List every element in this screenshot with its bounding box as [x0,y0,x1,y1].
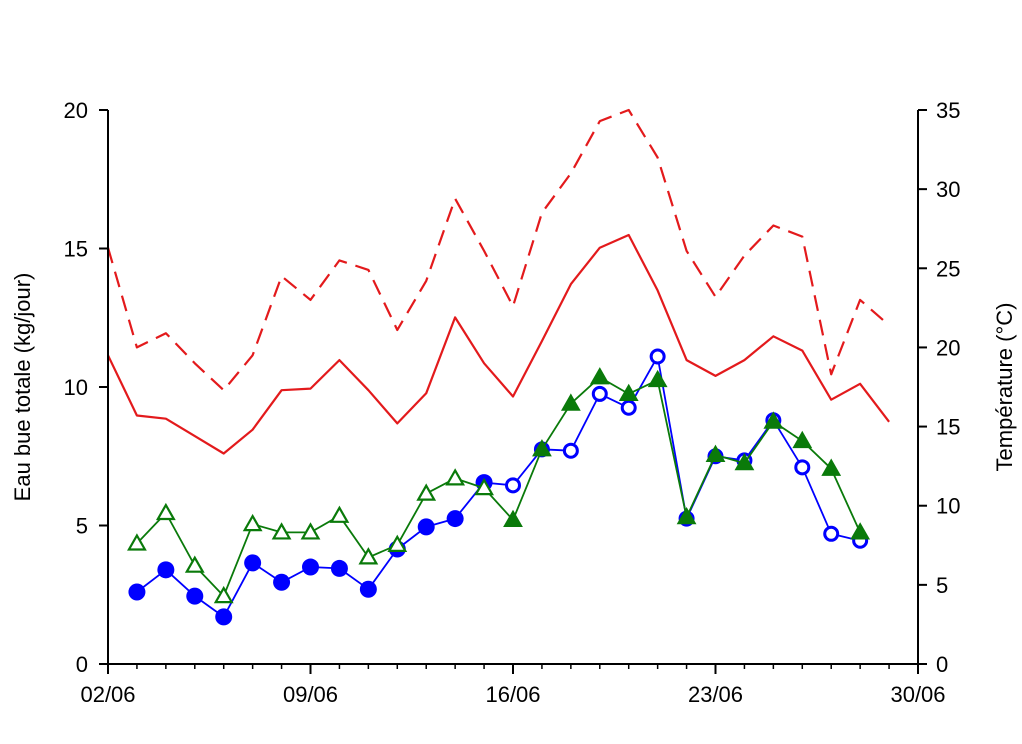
right-y-tick-label: 15 [936,415,960,440]
series-3-point [618,383,639,402]
left-y-tick-label: 10 [64,375,88,400]
right-y-tick-label: 30 [936,177,960,202]
series-3-point [127,533,147,551]
series-2-point [186,587,204,605]
series-2-line [136,355,861,618]
x-tick-label: 23/06 [688,682,743,707]
series-3-point [763,411,784,429]
left-y-axis-title: Eau bue totale (kg/jour) [10,273,35,502]
x-tick-label: 30/06 [890,682,945,707]
ticks-layer: 0 5 10 15 20 0 5 10 15 20 25 30 35 02/06 09/06 16/06 23/… [64,98,961,707]
left-y-tick-label: 20 [64,98,88,123]
series-3-point [329,505,350,523]
right-y-tick-label: 0 [936,652,948,677]
series-2-point [823,525,840,542]
series-2-point [446,510,464,528]
series-3-point [213,585,234,604]
series-3-point [821,458,842,476]
series-2-point [128,583,146,601]
series-3-point [387,534,408,552]
series-3-point [647,369,668,388]
series-3-point [358,547,379,565]
series-2-point [417,518,435,536]
left-y-tick-label: 5 [76,514,88,539]
right-y-tick-label: 25 [936,256,960,281]
series-2-point [157,561,175,579]
right-y-tick-label: 20 [936,335,960,360]
series-3-point [271,522,292,540]
series-3-point [300,522,321,540]
series-3-point [184,555,205,573]
right-y-axis-title: Température (°C) [992,303,1017,472]
series-3-point [155,502,176,521]
series-layer [106,108,890,626]
series-0-line [106,108,890,392]
left-y-tick-label: 0 [76,652,88,677]
series-2-point [562,442,579,459]
series-3-point [850,522,871,540]
right-y-tick-label: 10 [936,494,960,519]
series-2-point [302,558,319,576]
series-3-point [560,393,581,411]
right-y-tick-label: 35 [936,98,960,123]
x-tick-label: 02/06 [80,682,135,707]
series-3-point [734,452,755,471]
x-tick-label: 09/06 [283,682,338,707]
series-3-point [416,483,437,501]
series-2-point [794,459,811,476]
series-3-point [474,477,494,496]
series-3-point [503,509,523,528]
series-2-point [330,559,348,577]
series-2-point [591,385,608,402]
left-y-tick-label: 15 [64,237,88,262]
x-tick-label: 16/06 [485,682,540,707]
series-2-point [244,554,262,572]
series-3-point [445,468,466,486]
series-2-point [620,399,637,416]
series-3-point [705,444,726,462]
series-3-point [532,439,552,457]
series-3-point [589,367,610,385]
series-2-point [215,608,233,626]
series-1-line [107,233,890,455]
series-3-point [242,513,263,532]
right-y-tick-label: 5 [936,573,948,598]
series-3-point [676,506,697,525]
series-2-point [273,573,291,591]
series-3-point [792,430,813,449]
series-2-point [505,477,521,494]
series-2-point [359,580,377,598]
series-2-point [649,348,666,365]
